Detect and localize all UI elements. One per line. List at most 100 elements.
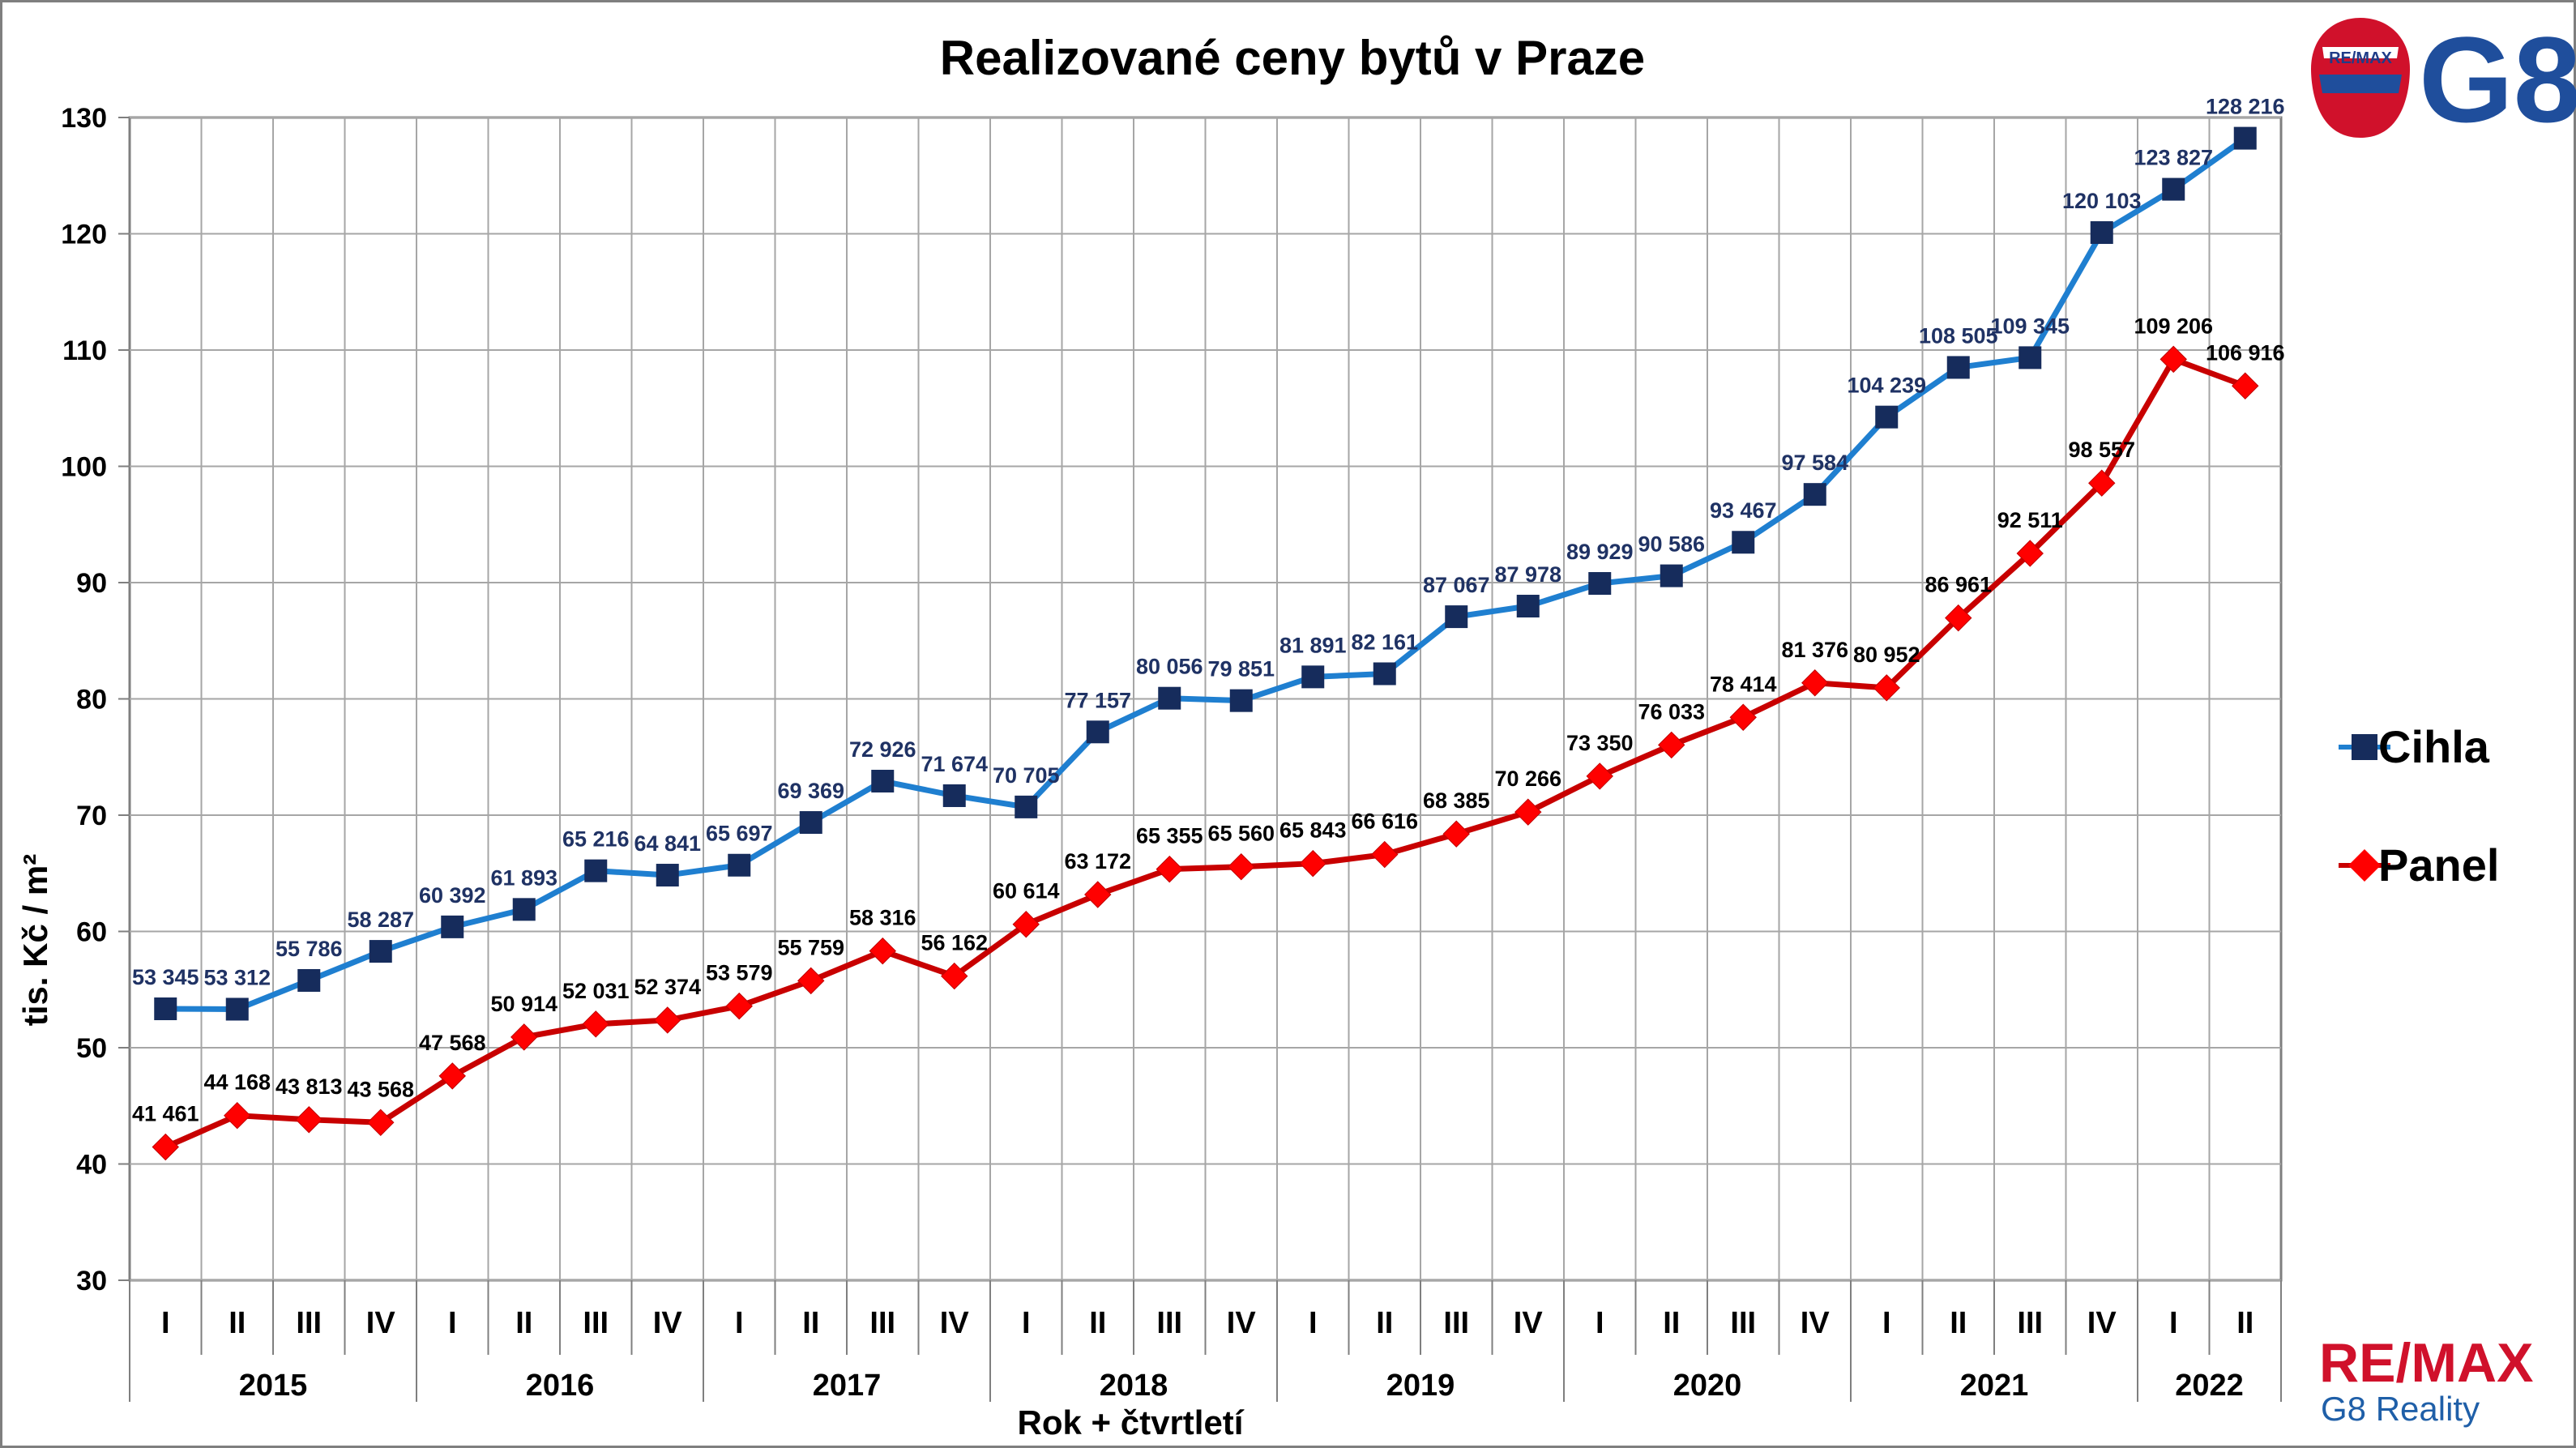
x-tick-label: III bbox=[296, 1306, 322, 1340]
point-cihla bbox=[2233, 126, 2257, 150]
data-label-panel: 76 033 bbox=[1638, 699, 1705, 724]
data-label-cihla: 55 786 bbox=[276, 937, 343, 961]
y-tick-label: 130 bbox=[61, 103, 107, 134]
point-cihla bbox=[871, 770, 895, 793]
y-tick-label: 120 bbox=[61, 220, 107, 250]
x-tick-label: IV bbox=[1514, 1306, 1544, 1340]
data-label-panel: 50 914 bbox=[490, 992, 557, 1016]
y-tick-label: 30 bbox=[76, 1266, 107, 1296]
y-tick-label: 90 bbox=[76, 568, 107, 599]
legend-item-panel: Panel bbox=[2339, 839, 2499, 891]
point-panel bbox=[654, 1006, 681, 1034]
x-tick-label: IV bbox=[366, 1306, 396, 1340]
data-label-panel: 65 560 bbox=[1207, 822, 1275, 846]
data-label-cihla: 53 345 bbox=[132, 965, 199, 989]
year-label: 2018 bbox=[1100, 1369, 1168, 1403]
data-label-cihla: 53 312 bbox=[203, 965, 271, 989]
data-label-panel: 63 172 bbox=[1064, 849, 1131, 873]
data-label-cihla: 71 674 bbox=[921, 752, 988, 776]
data-label-cihla: 70 705 bbox=[993, 763, 1060, 788]
point-panel bbox=[1228, 853, 1255, 881]
point-panel bbox=[367, 1108, 395, 1137]
series-line-panel bbox=[164, 356, 2246, 1150]
x-tick-label: IV bbox=[1227, 1306, 1257, 1340]
x-tick-label: II bbox=[2236, 1306, 2253, 1340]
data-label-panel: 98 557 bbox=[2068, 438, 2135, 462]
year-label: 2019 bbox=[1386, 1369, 1455, 1403]
data-label-cihla: 82 161 bbox=[1351, 630, 1418, 654]
data-label-cihla: 58 287 bbox=[347, 908, 414, 932]
point-cihla bbox=[1946, 356, 1970, 379]
point-panel bbox=[1156, 855, 1183, 883]
chart-title: Realizované ceny bytů v Praze bbox=[940, 31, 1645, 85]
data-label-cihla: 89 929 bbox=[1566, 540, 1634, 564]
data-label-cihla: 65 216 bbox=[562, 827, 630, 852]
point-cihla bbox=[656, 864, 679, 887]
data-label-panel: 53 579 bbox=[706, 961, 773, 985]
point-panel bbox=[1801, 669, 1829, 697]
point-cihla bbox=[512, 898, 536, 921]
x-tick-label: I bbox=[161, 1306, 170, 1340]
legend-label-panel: Panel bbox=[2378, 839, 2499, 891]
x-tick-label: II bbox=[515, 1306, 532, 1340]
point-cihla bbox=[1445, 605, 1468, 629]
data-label-cihla: 64 841 bbox=[634, 831, 701, 856]
x-tick-label: I bbox=[735, 1306, 744, 1340]
x-tick-label: IV bbox=[653, 1306, 683, 1340]
data-label-panel: 70 266 bbox=[1494, 767, 1561, 791]
point-cihla bbox=[154, 997, 177, 1020]
data-label-panel: 86 961 bbox=[1925, 573, 1992, 597]
data-label-cihla: 128 216 bbox=[2206, 95, 2285, 119]
point-cihla bbox=[2019, 346, 2042, 369]
data-label-panel: 47 568 bbox=[419, 1031, 486, 1055]
x-tick-label: III bbox=[2017, 1306, 2043, 1340]
point-panel bbox=[725, 992, 753, 1020]
point-panel bbox=[1658, 731, 1685, 759]
g8-logo: G8 bbox=[2419, 11, 2576, 147]
point-cihla bbox=[799, 811, 822, 835]
point-cihla bbox=[1588, 572, 1612, 596]
x-tick-label: II bbox=[1089, 1306, 1106, 1340]
legend-item-cihla: Cihla bbox=[2339, 721, 2490, 772]
y-tick-label: 80 bbox=[76, 685, 107, 715]
data-label-cihla: 65 697 bbox=[706, 822, 773, 846]
x-tick-label: I bbox=[1596, 1306, 1604, 1340]
year-label: 2020 bbox=[1673, 1369, 1742, 1403]
point-panel bbox=[1371, 840, 1399, 869]
x-tick-label: I bbox=[1022, 1306, 1031, 1340]
point-cihla bbox=[1803, 483, 1826, 506]
legend-label-cihla: Cihla bbox=[2378, 721, 2490, 772]
point-cihla bbox=[2162, 177, 2185, 201]
data-label-cihla: 123 827 bbox=[2134, 146, 2213, 170]
x-tick-label: III bbox=[583, 1306, 609, 1340]
point-cihla bbox=[942, 784, 966, 807]
x-tick-label: IV bbox=[1801, 1306, 1831, 1340]
data-label-cihla: 93 467 bbox=[1710, 498, 1777, 523]
data-label-panel: 60 614 bbox=[993, 879, 1060, 903]
legend: Cihla Panel bbox=[2339, 721, 2499, 891]
point-panel bbox=[295, 1106, 323, 1134]
y-tick-label: 110 bbox=[62, 335, 107, 366]
y-tick-label: 70 bbox=[76, 801, 107, 831]
series-line-cihla bbox=[165, 135, 2247, 1012]
point-panel bbox=[1514, 798, 1542, 826]
data-label-cihla: 81 891 bbox=[1279, 633, 1347, 657]
data-label-cihla: 87 067 bbox=[1423, 573, 1490, 597]
point-cihla bbox=[297, 968, 321, 992]
point-panel bbox=[1442, 820, 1470, 848]
x-tick-label: II bbox=[802, 1306, 819, 1340]
data-label-cihla: 77 157 bbox=[1064, 688, 1131, 712]
data-label-cihla: 108 505 bbox=[1919, 323, 1998, 348]
point-panel bbox=[2016, 540, 2044, 567]
x-tick-label: II bbox=[229, 1306, 246, 1340]
point-panel bbox=[2159, 345, 2187, 374]
point-cihla bbox=[1086, 720, 1109, 744]
point-panel bbox=[797, 967, 825, 995]
point-panel bbox=[2088, 469, 2116, 497]
x-tick-label: I bbox=[2169, 1306, 2178, 1340]
point-cihla bbox=[1158, 686, 1181, 710]
point-panel bbox=[1299, 849, 1326, 878]
point-cihla bbox=[1301, 665, 1325, 689]
point-cihla bbox=[441, 915, 464, 938]
